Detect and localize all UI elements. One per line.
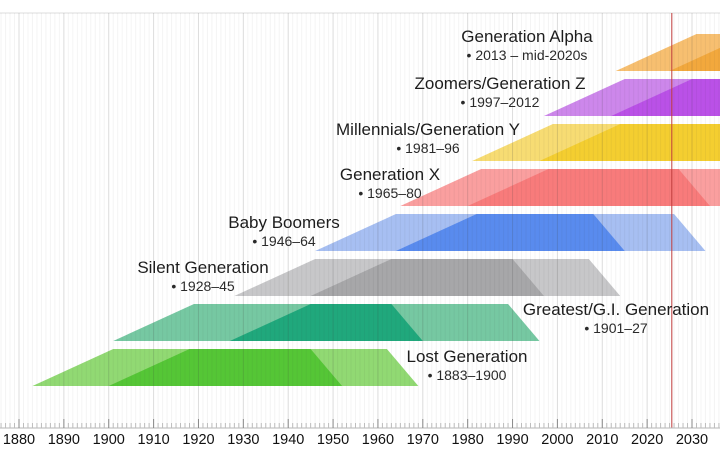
axis-year-label: 1910 <box>137 432 169 448</box>
axis-year-label: 1880 <box>3 432 35 448</box>
axis-year-label: 2010 <box>586 432 618 448</box>
band-lost-generation <box>32 349 419 386</box>
band-greatest-generation <box>113 304 540 341</box>
gridlines <box>0 13 720 428</box>
axis-year-label: 1950 <box>317 432 349 448</box>
band-millennials <box>472 124 720 161</box>
band-baby-boomers <box>315 214 706 251</box>
axis-year-label: 1940 <box>272 432 304 448</box>
band-generation-x <box>400 169 720 206</box>
axis-year-label: 1960 <box>362 432 394 448</box>
axis-year-label: 1930 <box>227 432 259 448</box>
axis-year-label: 1980 <box>452 432 484 448</box>
band-silent-generation <box>234 259 621 296</box>
axis-year-label: 1990 <box>496 432 528 448</box>
axis-year-label: 2020 <box>631 432 663 448</box>
band-generation-alpha <box>615 34 720 71</box>
axis-year-label: 1890 <box>48 432 80 448</box>
generation-bands <box>32 34 720 386</box>
axis-year-label: 2000 <box>541 432 573 448</box>
x-axis-ticks <box>0 419 720 428</box>
band-generation-z <box>543 79 720 116</box>
x-axis-labels: 1880 1890 1900 1910 1920 1930 1940 1950 1960 1970… <box>3 432 708 448</box>
axis-year-label: 2030 <box>676 432 708 448</box>
axis-year-label: 1920 <box>182 432 214 448</box>
axis-year-label: 1970 <box>407 432 439 448</box>
axis-year-label: 1900 <box>93 432 125 448</box>
